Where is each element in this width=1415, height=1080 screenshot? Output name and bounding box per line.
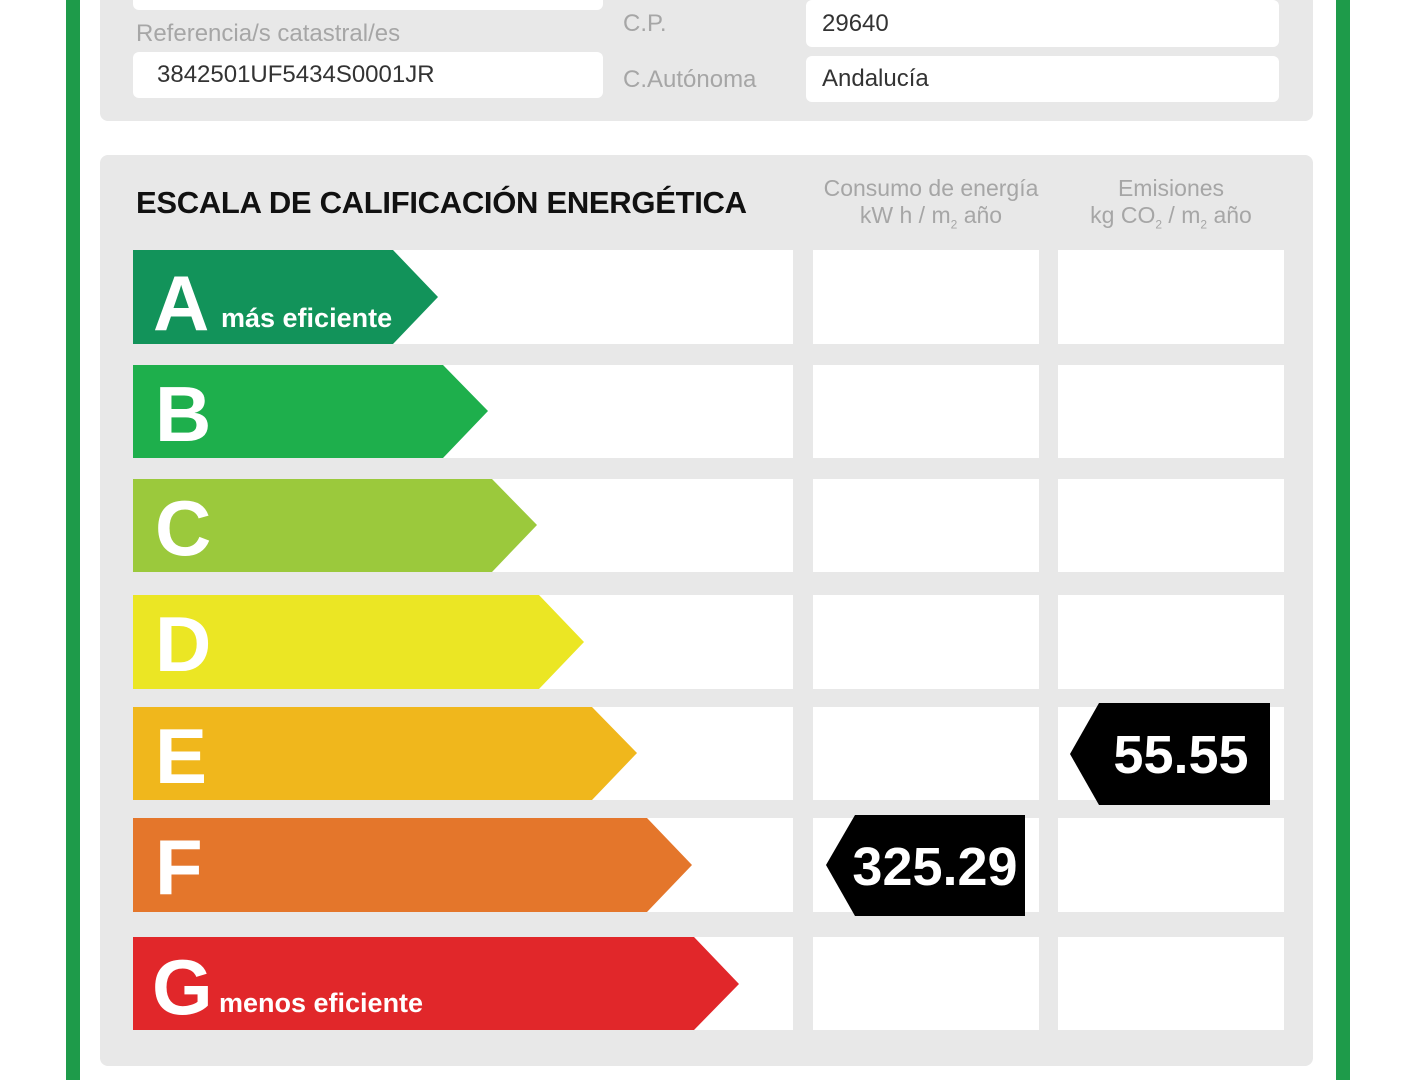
arrow-d	[133, 595, 584, 689]
consumo-cell-b	[813, 365, 1039, 458]
emisiones-cell-g	[1058, 937, 1284, 1030]
arrow-c	[133, 479, 537, 572]
referencia-label: Referencia/s catastral/es	[136, 20, 401, 47]
emisiones-header: Emisiones kg CO2 / m2 año	[1057, 175, 1285, 239]
scale-title: ESCALA DE CALIFICACIÓN ENERGÉTICA	[136, 185, 747, 220]
arrow-b	[133, 365, 488, 458]
arrow-g-label: menos eficiente	[219, 988, 424, 1018]
emisiones-cell-a	[1058, 250, 1284, 344]
emisiones-cell-d	[1058, 595, 1284, 689]
emisiones-cell-b	[1058, 365, 1284, 458]
previous-field-box	[133, 0, 603, 10]
arrow-e	[133, 707, 637, 800]
consumo-header-line2: kW h / m2 año	[859, 202, 1003, 232]
consumo-header-line1: Consumo de energía	[823, 175, 1039, 201]
consumo-cell-e	[813, 707, 1039, 800]
cp-label: C.P.	[623, 10, 667, 37]
emisiones-header-line1: Emisiones	[1117, 175, 1225, 201]
consumo-cell-c	[813, 479, 1039, 572]
emisiones-header-line2: kg CO2 / m2 año	[1090, 202, 1252, 232]
frame-border-right	[1336, 0, 1350, 1080]
consumo-value: 325.29	[852, 837, 1018, 897]
emisiones-value: 55.55	[1113, 725, 1249, 785]
referencia-field: 3842501UF5434S0001JR	[133, 52, 603, 98]
autonoma-label: C.Autónoma	[623, 66, 757, 93]
arrow-a-letter: A	[153, 259, 210, 347]
autonoma-field: Andalucía	[806, 56, 1279, 102]
consumo-value-tag	[826, 815, 1025, 916]
arrow-f-letter: F	[155, 823, 203, 911]
arrow-a-label: más eficiente	[221, 303, 393, 333]
arrow-a	[133, 250, 438, 344]
arrow-e-letter: E	[155, 712, 208, 800]
arrow-g-letter: G	[152, 943, 213, 1031]
arrow-g	[133, 937, 739, 1030]
consumo-cell-a	[813, 250, 1039, 344]
frame-border-left	[66, 0, 80, 1080]
emisiones-value-tag	[1070, 703, 1270, 805]
emisiones-cell-f	[1058, 818, 1284, 912]
consumo-cell-d	[813, 595, 1039, 689]
arrow-f	[133, 818, 692, 912]
arrow-c-letter: C	[155, 484, 212, 572]
consumo-cell-g	[813, 937, 1039, 1030]
arrow-b-letter: B	[155, 370, 212, 458]
arrow-d-letter: D	[155, 600, 212, 688]
emisiones-cell-c	[1058, 479, 1284, 572]
cp-field: 29640	[806, 0, 1279, 47]
consumo-header: Consumo de energía kW h / m2 año	[812, 175, 1050, 239]
